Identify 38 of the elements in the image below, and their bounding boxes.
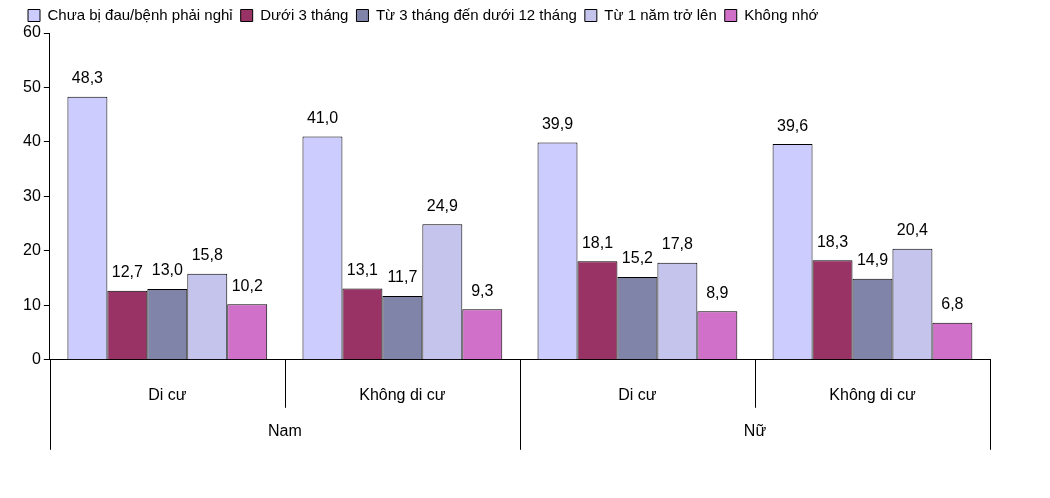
data-label: 8,9 <box>706 283 729 301</box>
data-label: 39,9 <box>541 114 574 132</box>
y-tick-label: 10 <box>23 295 41 313</box>
x-tick-label: Di cư <box>148 385 187 403</box>
data-label: 18,1 <box>581 233 614 251</box>
legend-label: Chưa bị đau/bệnh phải nghỉ <box>47 5 234 23</box>
data-label: 15,2 <box>621 249 654 267</box>
legend-label: Dưới 3 tháng <box>260 5 349 23</box>
data-label: 14,9 <box>856 251 889 269</box>
data-label: 15,8 <box>191 246 223 264</box>
data-label: 18,3 <box>816 232 849 250</box>
text: Nam <box>267 422 302 440</box>
data-label: 20,4 <box>896 221 929 239</box>
data-label: 41,0 <box>306 108 339 126</box>
data-label: 17,8 <box>661 235 694 253</box>
legend-label: Không nhớ <box>744 5 819 23</box>
y-tick-label: 50 <box>23 77 41 95</box>
data-label: 13,0 <box>151 261 183 279</box>
data-label: 10,2 <box>231 276 263 294</box>
data-label: 9,3 <box>471 281 494 299</box>
legend-label: Từ 1 năm trở lên <box>604 5 717 23</box>
x-tick-label: Không di cư <box>829 385 916 403</box>
legend-label: Từ 3 tháng đến dưới 12 tháng <box>375 5 577 23</box>
data-label: 24,9 <box>426 196 458 214</box>
data-label: 13,1 <box>346 260 379 278</box>
data-label: 39,6 <box>776 116 809 134</box>
x-tick-label: Không di cư <box>359 385 446 403</box>
y-tick-label: 0 <box>31 350 41 368</box>
y-tick-label: 40 <box>23 132 41 150</box>
y-tick-label: 60 <box>23 23 41 41</box>
text: Nữ <box>743 422 767 440</box>
x-tick-label: Di cư <box>618 385 657 403</box>
data-label: 48,3 <box>71 69 104 87</box>
y-tick-label: 30 <box>23 186 41 204</box>
y-tick-label: 20 <box>23 241 41 259</box>
data-label: 11,7 <box>387 268 418 286</box>
data-label: 12,7 <box>111 263 144 281</box>
data-label: 6,8 <box>941 295 964 313</box>
